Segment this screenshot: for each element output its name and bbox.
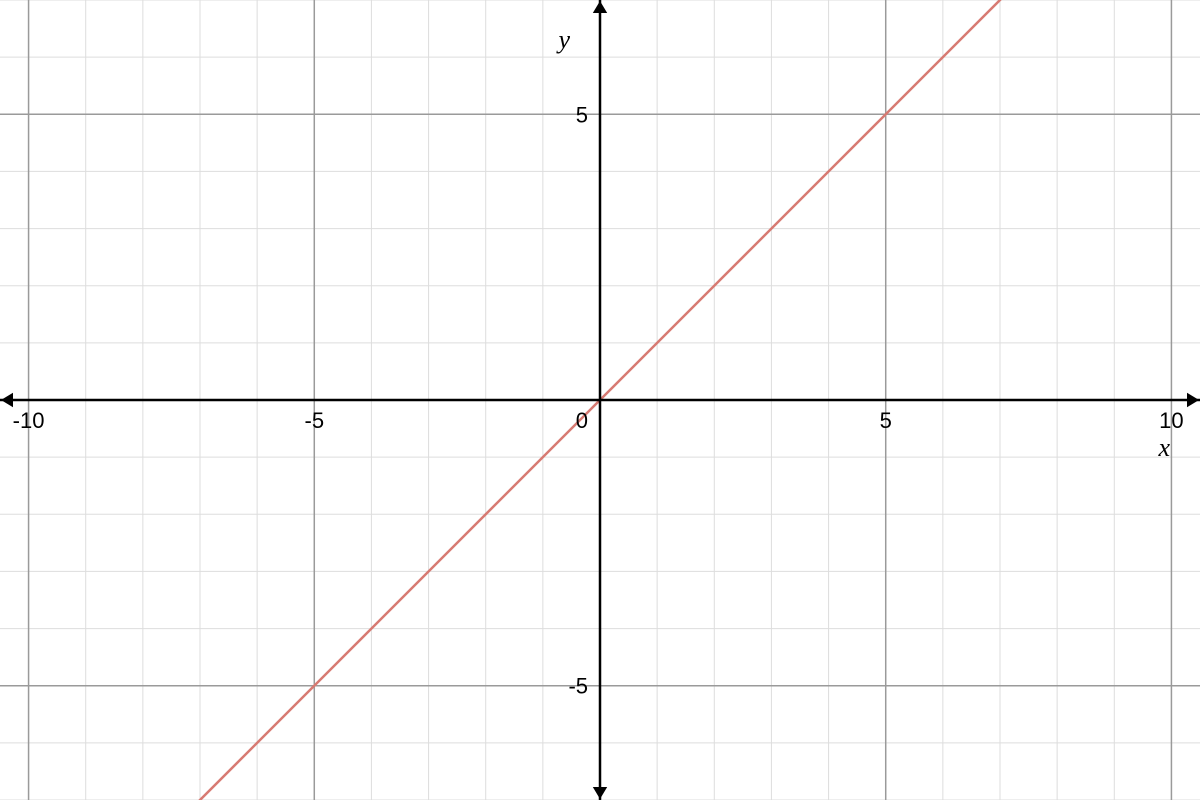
x-tick-label: 10	[1159, 408, 1183, 433]
x-tick-label: 5	[880, 408, 892, 433]
y-axis-label: y	[555, 25, 570, 54]
y-tick-label: -5	[568, 674, 588, 699]
origin-label: 0	[576, 408, 588, 433]
x-axis-label: x	[1157, 433, 1170, 462]
y-tick-label: 5	[576, 102, 588, 127]
x-tick-label: -10	[13, 408, 45, 433]
coordinate-plane-chart: -10 -5 5 10 -5 5 0 x y	[0, 0, 1200, 800]
x-tick-label: -5	[305, 408, 325, 433]
